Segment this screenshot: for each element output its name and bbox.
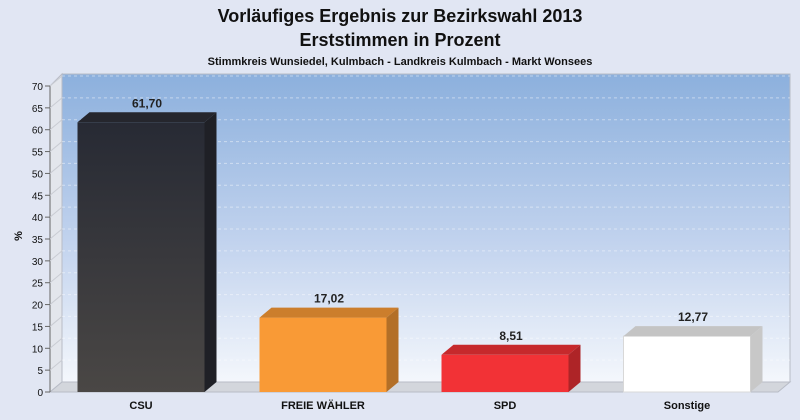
gridline-side — [49, 272, 63, 284]
y-tick-label: 65 — [32, 104, 44, 115]
value-labels: 61,70 17,02 8,51 12,77 — [132, 96, 708, 343]
bar-spd — [441, 344, 581, 392]
bar-top — [623, 326, 763, 337]
bar-side — [750, 326, 763, 392]
x-tick-labels: CSU FREIE WÄHLER SPD Sonstige — [129, 399, 710, 412]
y-tick-label: 5 — [37, 366, 43, 377]
bar-side — [386, 307, 399, 392]
gridline-side — [49, 337, 63, 349]
gridline-side — [49, 359, 63, 371]
y-tick-label: 40 — [32, 213, 44, 224]
y-tick-label: 70 — [32, 82, 44, 93]
y-tick-label: 55 — [32, 148, 44, 159]
chart-subtitle: Stimmkreis Wunsiedel, Kulmbach - Landkre… — [208, 56, 593, 68]
bar-csu — [77, 112, 217, 392]
bar-front — [259, 317, 387, 392]
y-tick-label: 35 — [32, 235, 44, 246]
y-axis-label: % — [13, 231, 25, 241]
bar-freie-w-hler — [259, 307, 399, 392]
y-tick-label: 15 — [32, 322, 44, 333]
gridline-side — [49, 184, 63, 196]
gridline-side — [49, 119, 63, 131]
y-tick-label: 20 — [32, 301, 44, 312]
gridline-side — [49, 250, 63, 262]
bar-top — [77, 112, 217, 123]
gridline-side — [49, 294, 63, 305]
gridline-side — [49, 163, 63, 174]
gridline-side — [49, 97, 63, 109]
x-tick-label: CSU — [129, 400, 152, 412]
x-tick-label: SPD — [494, 400, 517, 412]
bar-front — [441, 354, 569, 392]
gridline-side — [49, 206, 63, 218]
value-label: 12,77 — [678, 310, 708, 324]
y-tick-label: 0 — [37, 388, 43, 399]
gridline-side — [49, 316, 63, 327]
y-tick-label: 45 — [32, 191, 44, 202]
y-tick-label: 25 — [32, 279, 44, 290]
x-tick-label: FREIE WÄHLER — [281, 399, 365, 412]
value-label: 61,70 — [132, 96, 162, 110]
y-tick-label: 60 — [32, 126, 44, 137]
bars — [77, 112, 763, 393]
chart-title-line2: Erststimmen in Prozent — [299, 30, 500, 50]
chart-title: Vorläufiges Ergebnis zur Bezirkswahl 201… — [218, 6, 583, 26]
gridline-side — [49, 75, 63, 87]
bar-top — [259, 307, 399, 318]
bar-side — [568, 344, 581, 392]
bar-front — [623, 335, 751, 393]
value-label: 17,02 — [314, 292, 344, 306]
bar-side — [204, 112, 217, 392]
value-label: 8,51 — [499, 329, 523, 343]
bar-front — [77, 122, 205, 392]
bar-top — [441, 344, 581, 355]
y-tick-labels: 0 5 10 15 20 25 30 35 40 45 50 55 60 65 70 — [32, 82, 50, 399]
gridline-side — [49, 228, 63, 240]
y-tick-label: 50 — [32, 169, 44, 180]
y-tick-label: 30 — [32, 257, 44, 268]
x-tick-label: Sonstige — [664, 400, 710, 412]
gridline-side — [49, 141, 63, 152]
bar-sonstige — [623, 326, 763, 393]
y-tick-label: 10 — [32, 344, 44, 355]
